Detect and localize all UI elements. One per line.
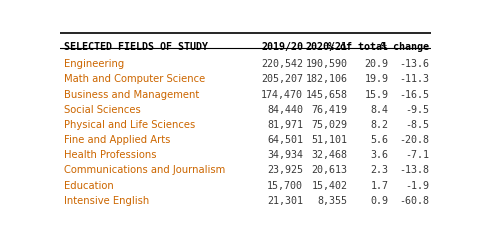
Text: -11.3: -11.3: [399, 74, 429, 84]
Text: 20.9: 20.9: [365, 59, 388, 69]
Text: 8.4: 8.4: [370, 105, 388, 115]
Text: % of total: % of total: [329, 42, 388, 52]
Text: 220,542: 220,542: [261, 59, 303, 69]
Text: Intensive English: Intensive English: [64, 196, 149, 206]
Text: 34,934: 34,934: [267, 150, 303, 160]
Text: -20.8: -20.8: [399, 135, 429, 145]
Text: 0.9: 0.9: [370, 196, 388, 206]
Text: 23,925: 23,925: [267, 165, 303, 175]
Text: 2020/21: 2020/21: [306, 42, 348, 52]
Text: % change: % change: [381, 42, 429, 52]
Text: -60.8: -60.8: [399, 196, 429, 206]
Text: 75,029: 75,029: [311, 120, 348, 130]
Text: 205,207: 205,207: [261, 74, 303, 84]
Text: 145,658: 145,658: [306, 90, 348, 100]
Text: Business and Management: Business and Management: [64, 90, 199, 100]
Text: 15,700: 15,700: [267, 180, 303, 191]
Text: -7.1: -7.1: [405, 150, 429, 160]
Text: 1.7: 1.7: [370, 180, 388, 191]
Text: -1.9: -1.9: [405, 180, 429, 191]
Text: 76,419: 76,419: [311, 105, 348, 115]
Text: 84,440: 84,440: [267, 105, 303, 115]
Text: Math and Computer Science: Math and Computer Science: [64, 74, 205, 84]
Text: Communications and Journalism: Communications and Journalism: [64, 165, 225, 175]
Text: 2019/20: 2019/20: [261, 42, 303, 52]
Text: 64,501: 64,501: [267, 135, 303, 145]
Text: 174,470: 174,470: [261, 90, 303, 100]
Text: 15,402: 15,402: [311, 180, 348, 191]
Text: Social Sciences: Social Sciences: [64, 105, 140, 115]
Text: 5.6: 5.6: [370, 135, 388, 145]
Text: Physical and Life Sciences: Physical and Life Sciences: [64, 120, 195, 130]
Text: 32,468: 32,468: [311, 150, 348, 160]
Text: 19.9: 19.9: [365, 74, 388, 84]
Text: 20,613: 20,613: [311, 165, 348, 175]
Text: -16.5: -16.5: [399, 90, 429, 100]
Text: 51,101: 51,101: [311, 135, 348, 145]
Text: -13.8: -13.8: [399, 165, 429, 175]
Text: 21,301: 21,301: [267, 196, 303, 206]
Text: Education: Education: [64, 180, 114, 191]
Text: 8.2: 8.2: [370, 120, 388, 130]
Text: 2.3: 2.3: [370, 165, 388, 175]
Text: Health Professions: Health Professions: [64, 150, 156, 160]
Text: Engineering: Engineering: [64, 59, 124, 69]
Text: -8.5: -8.5: [405, 120, 429, 130]
Text: SELECTED FIELDS OF STUDY: SELECTED FIELDS OF STUDY: [64, 42, 207, 52]
Text: -9.5: -9.5: [405, 105, 429, 115]
Text: 190,590: 190,590: [306, 59, 348, 69]
Text: 3.6: 3.6: [370, 150, 388, 160]
Text: 182,106: 182,106: [306, 74, 348, 84]
Text: -13.6: -13.6: [399, 59, 429, 69]
Text: 81,971: 81,971: [267, 120, 303, 130]
Text: Fine and Applied Arts: Fine and Applied Arts: [64, 135, 170, 145]
Text: 8,355: 8,355: [318, 196, 348, 206]
Text: 15.9: 15.9: [365, 90, 388, 100]
